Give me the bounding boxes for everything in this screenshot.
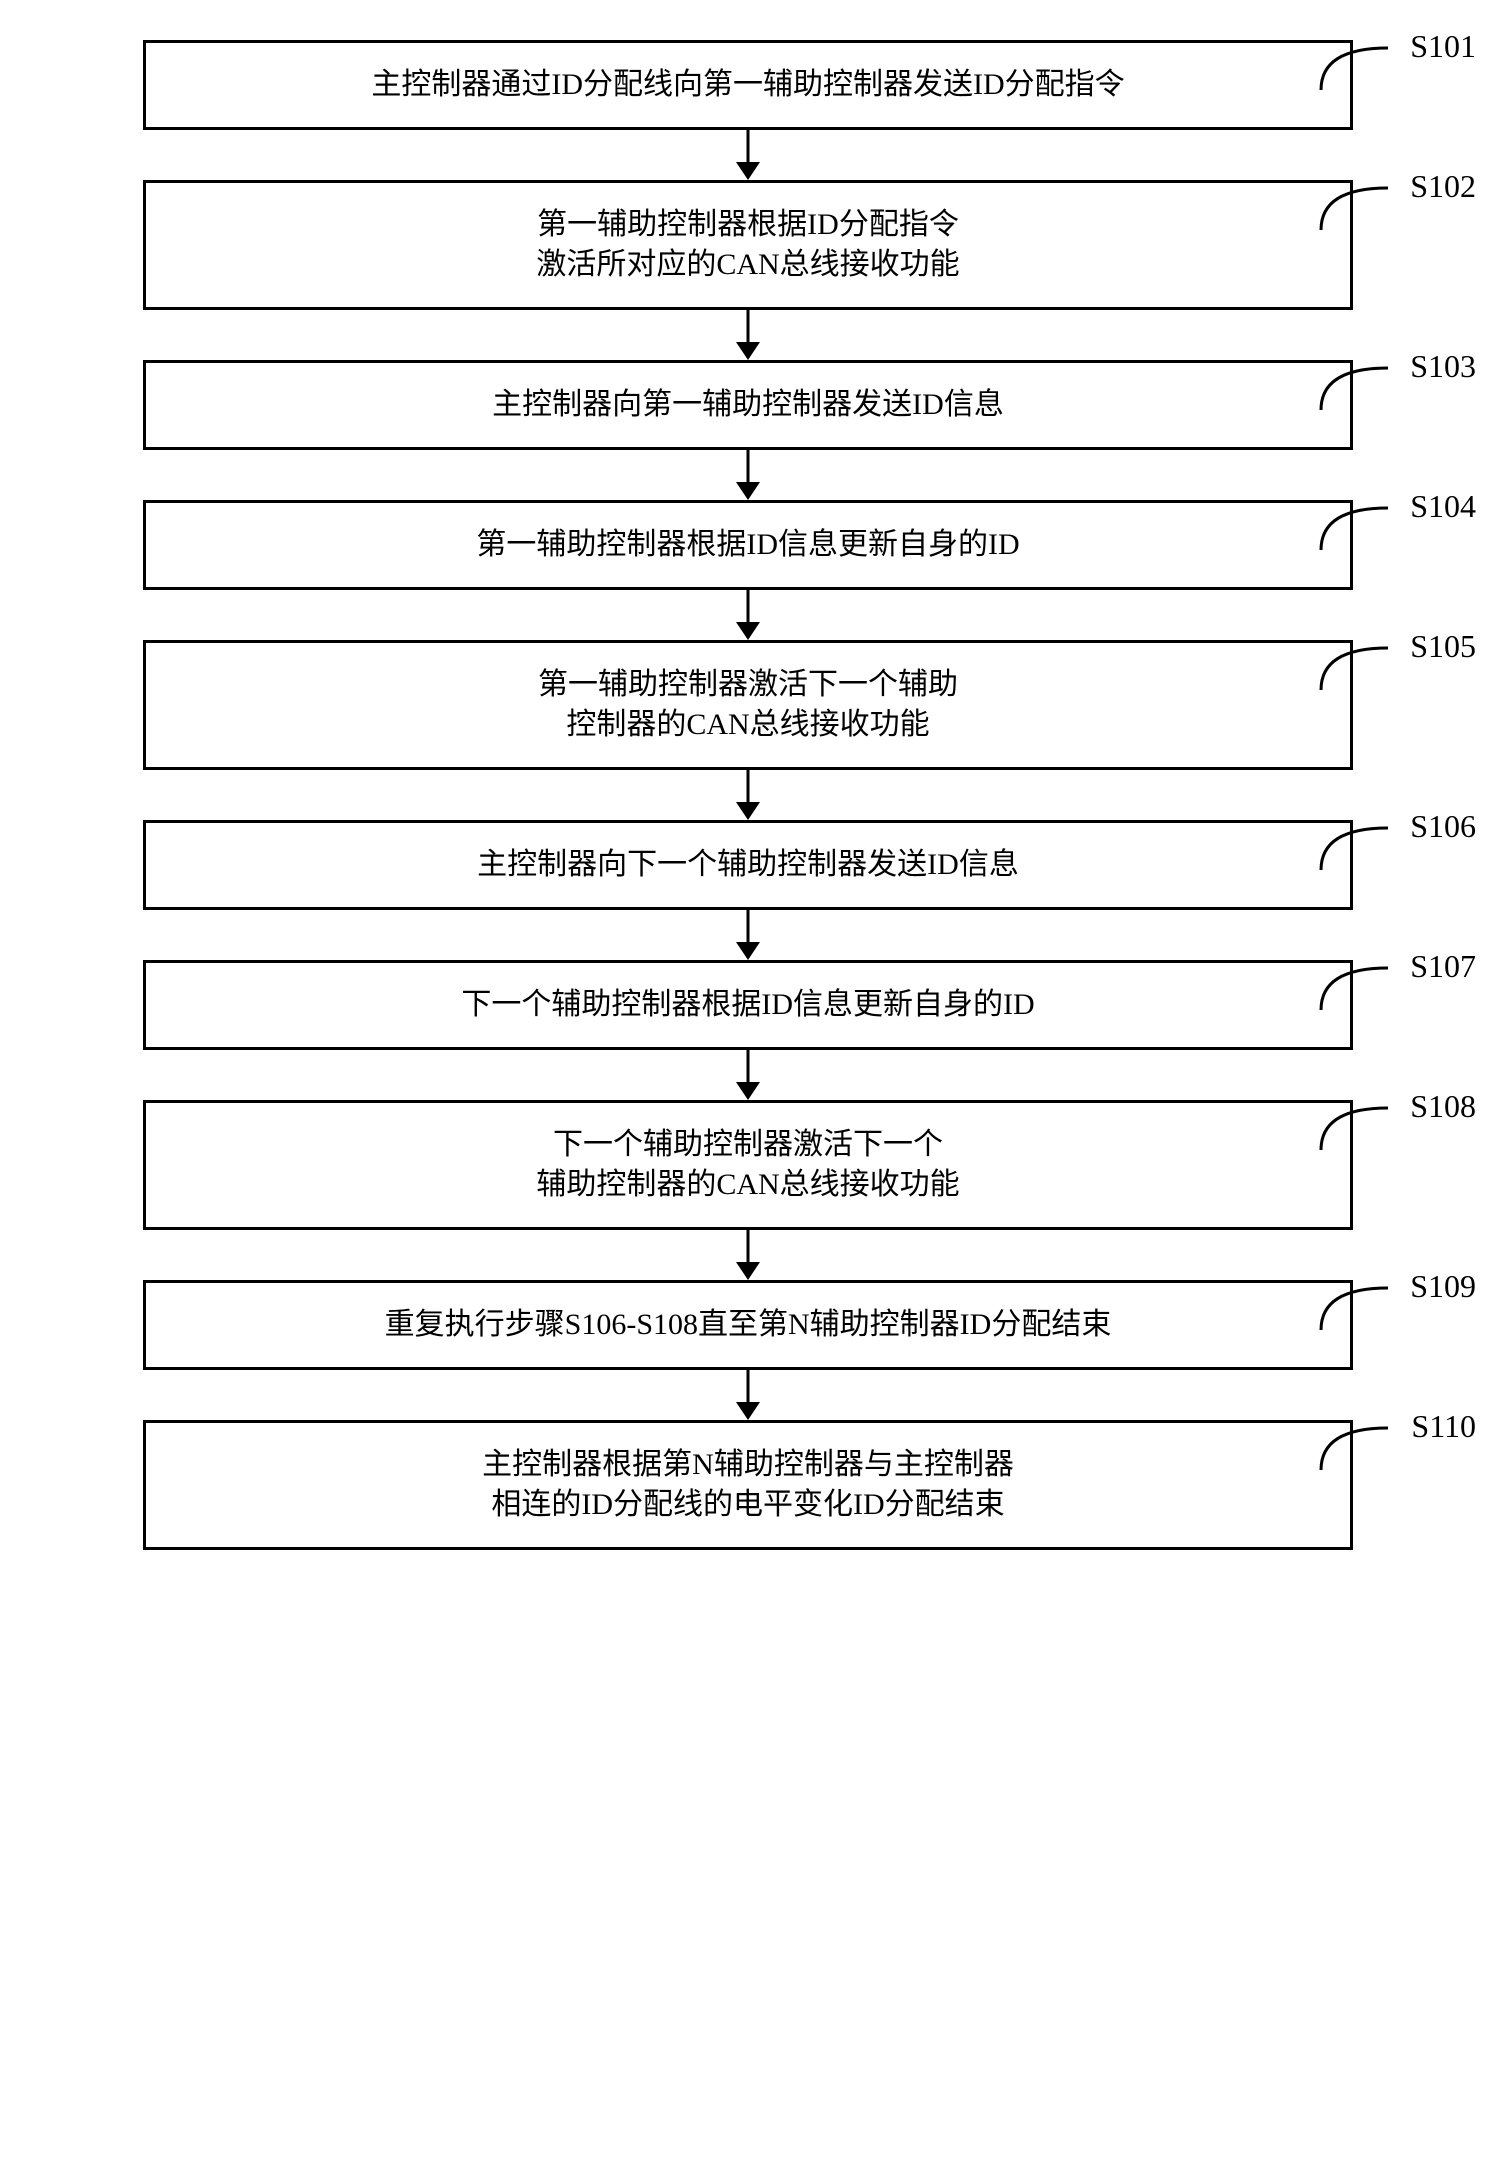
step-text-line: 重复执行步骤S106-S108直至第N辅助控制器ID分配结束 [385, 1305, 1112, 1346]
step-S107: 下一个辅助控制器根据ID信息更新自身的IDS107 [20, 960, 1476, 1050]
step-box: 下一个辅助控制器激活下一个辅助控制器的CAN总线接收功能 [143, 1100, 1353, 1230]
step-text-line: 相连的ID分配线的电平变化ID分配结束 [491, 1485, 1004, 1526]
step-label: S110 [1411, 1408, 1476, 1445]
step-S105: 第一辅助控制器激活下一个辅助控制器的CAN总线接收功能S105 [20, 640, 1476, 770]
step-text-line: 辅助控制器的CAN总线接收功能 [536, 1165, 959, 1206]
arrow-down [20, 910, 1476, 960]
flowchart-container: 主控制器通过ID分配线向第一辅助控制器发送ID分配指令S101 第一辅助控制器根据… [20, 40, 1476, 1550]
step-label: S108 [1410, 1088, 1476, 1125]
step-text-line: 第一辅助控制器根据ID分配指令 [537, 205, 959, 246]
step-S103: 主控制器向第一辅助控制器发送ID信息S103 [20, 360, 1476, 450]
step-box: 第一辅助控制器根据ID信息更新自身的ID [143, 500, 1353, 590]
step-S110: 主控制器根据第N辅助控制器与主控制器相连的ID分配线的电平变化ID分配结束S11… [20, 1420, 1476, 1550]
step-box: 重复执行步骤S106-S108直至第N辅助控制器ID分配结束 [143, 1280, 1353, 1370]
step-S109: 重复执行步骤S106-S108直至第N辅助控制器ID分配结束S109 [20, 1280, 1476, 1370]
arrow-down [20, 1050, 1476, 1100]
arrow-down [20, 450, 1476, 500]
step-text-line: 第一辅助控制器根据ID信息更新自身的ID [476, 525, 1019, 566]
step-box: 主控制器向下一个辅助控制器发送ID信息 [143, 820, 1353, 910]
step-text-line: 主控制器向第一辅助控制器发送ID信息 [492, 385, 1004, 426]
step-text-line: 第一辅助控制器激活下一个辅助 [538, 665, 958, 706]
step-label: S101 [1410, 28, 1476, 65]
step-label: S106 [1410, 808, 1476, 845]
step-label: S102 [1410, 168, 1476, 205]
step-label: S107 [1410, 948, 1476, 985]
step-S108: 下一个辅助控制器激活下一个辅助控制器的CAN总线接收功能S108 [20, 1100, 1476, 1230]
arrow-down [20, 310, 1476, 360]
step-text-line: 下一个辅助控制器根据ID信息更新自身的ID [461, 985, 1034, 1026]
step-box: 主控制器根据第N辅助控制器与主控制器相连的ID分配线的电平变化ID分配结束 [143, 1420, 1353, 1550]
step-label: S103 [1410, 348, 1476, 385]
step-text-line: 控制器的CAN总线接收功能 [566, 705, 929, 746]
arrow-down [20, 770, 1476, 820]
step-S101: 主控制器通过ID分配线向第一辅助控制器发送ID分配指令S101 [20, 40, 1476, 130]
step-box: 主控制器向第一辅助控制器发送ID信息 [143, 360, 1353, 450]
step-text-line: 主控制器向下一个辅助控制器发送ID信息 [477, 845, 1019, 886]
arrow-down [20, 590, 1476, 640]
arrow-down [20, 1230, 1476, 1280]
step-box: 第一辅助控制器激活下一个辅助控制器的CAN总线接收功能 [143, 640, 1353, 770]
step-box: 第一辅助控制器根据ID分配指令激活所对应的CAN总线接收功能 [143, 180, 1353, 310]
step-S102: 第一辅助控制器根据ID分配指令激活所对应的CAN总线接收功能S102 [20, 180, 1476, 310]
step-label: S109 [1410, 1268, 1476, 1305]
step-S104: 第一辅助控制器根据ID信息更新自身的IDS104 [20, 500, 1476, 590]
arrow-down [20, 1370, 1476, 1420]
step-box: 主控制器通过ID分配线向第一辅助控制器发送ID分配指令 [143, 40, 1353, 130]
arrow-down [20, 130, 1476, 180]
step-label: S104 [1410, 488, 1476, 525]
step-box: 下一个辅助控制器根据ID信息更新自身的ID [143, 960, 1353, 1050]
step-text-line: 激活所对应的CAN总线接收功能 [536, 245, 959, 286]
step-S106: 主控制器向下一个辅助控制器发送ID信息S106 [20, 820, 1476, 910]
step-text-line: 主控制器根据第N辅助控制器与主控制器 [482, 1445, 1014, 1486]
step-text-line: 下一个辅助控制器激活下一个 [553, 1125, 943, 1166]
step-label: S105 [1410, 628, 1476, 665]
step-text-line: 主控制器通过ID分配线向第一辅助控制器发送ID分配指令 [371, 65, 1124, 106]
